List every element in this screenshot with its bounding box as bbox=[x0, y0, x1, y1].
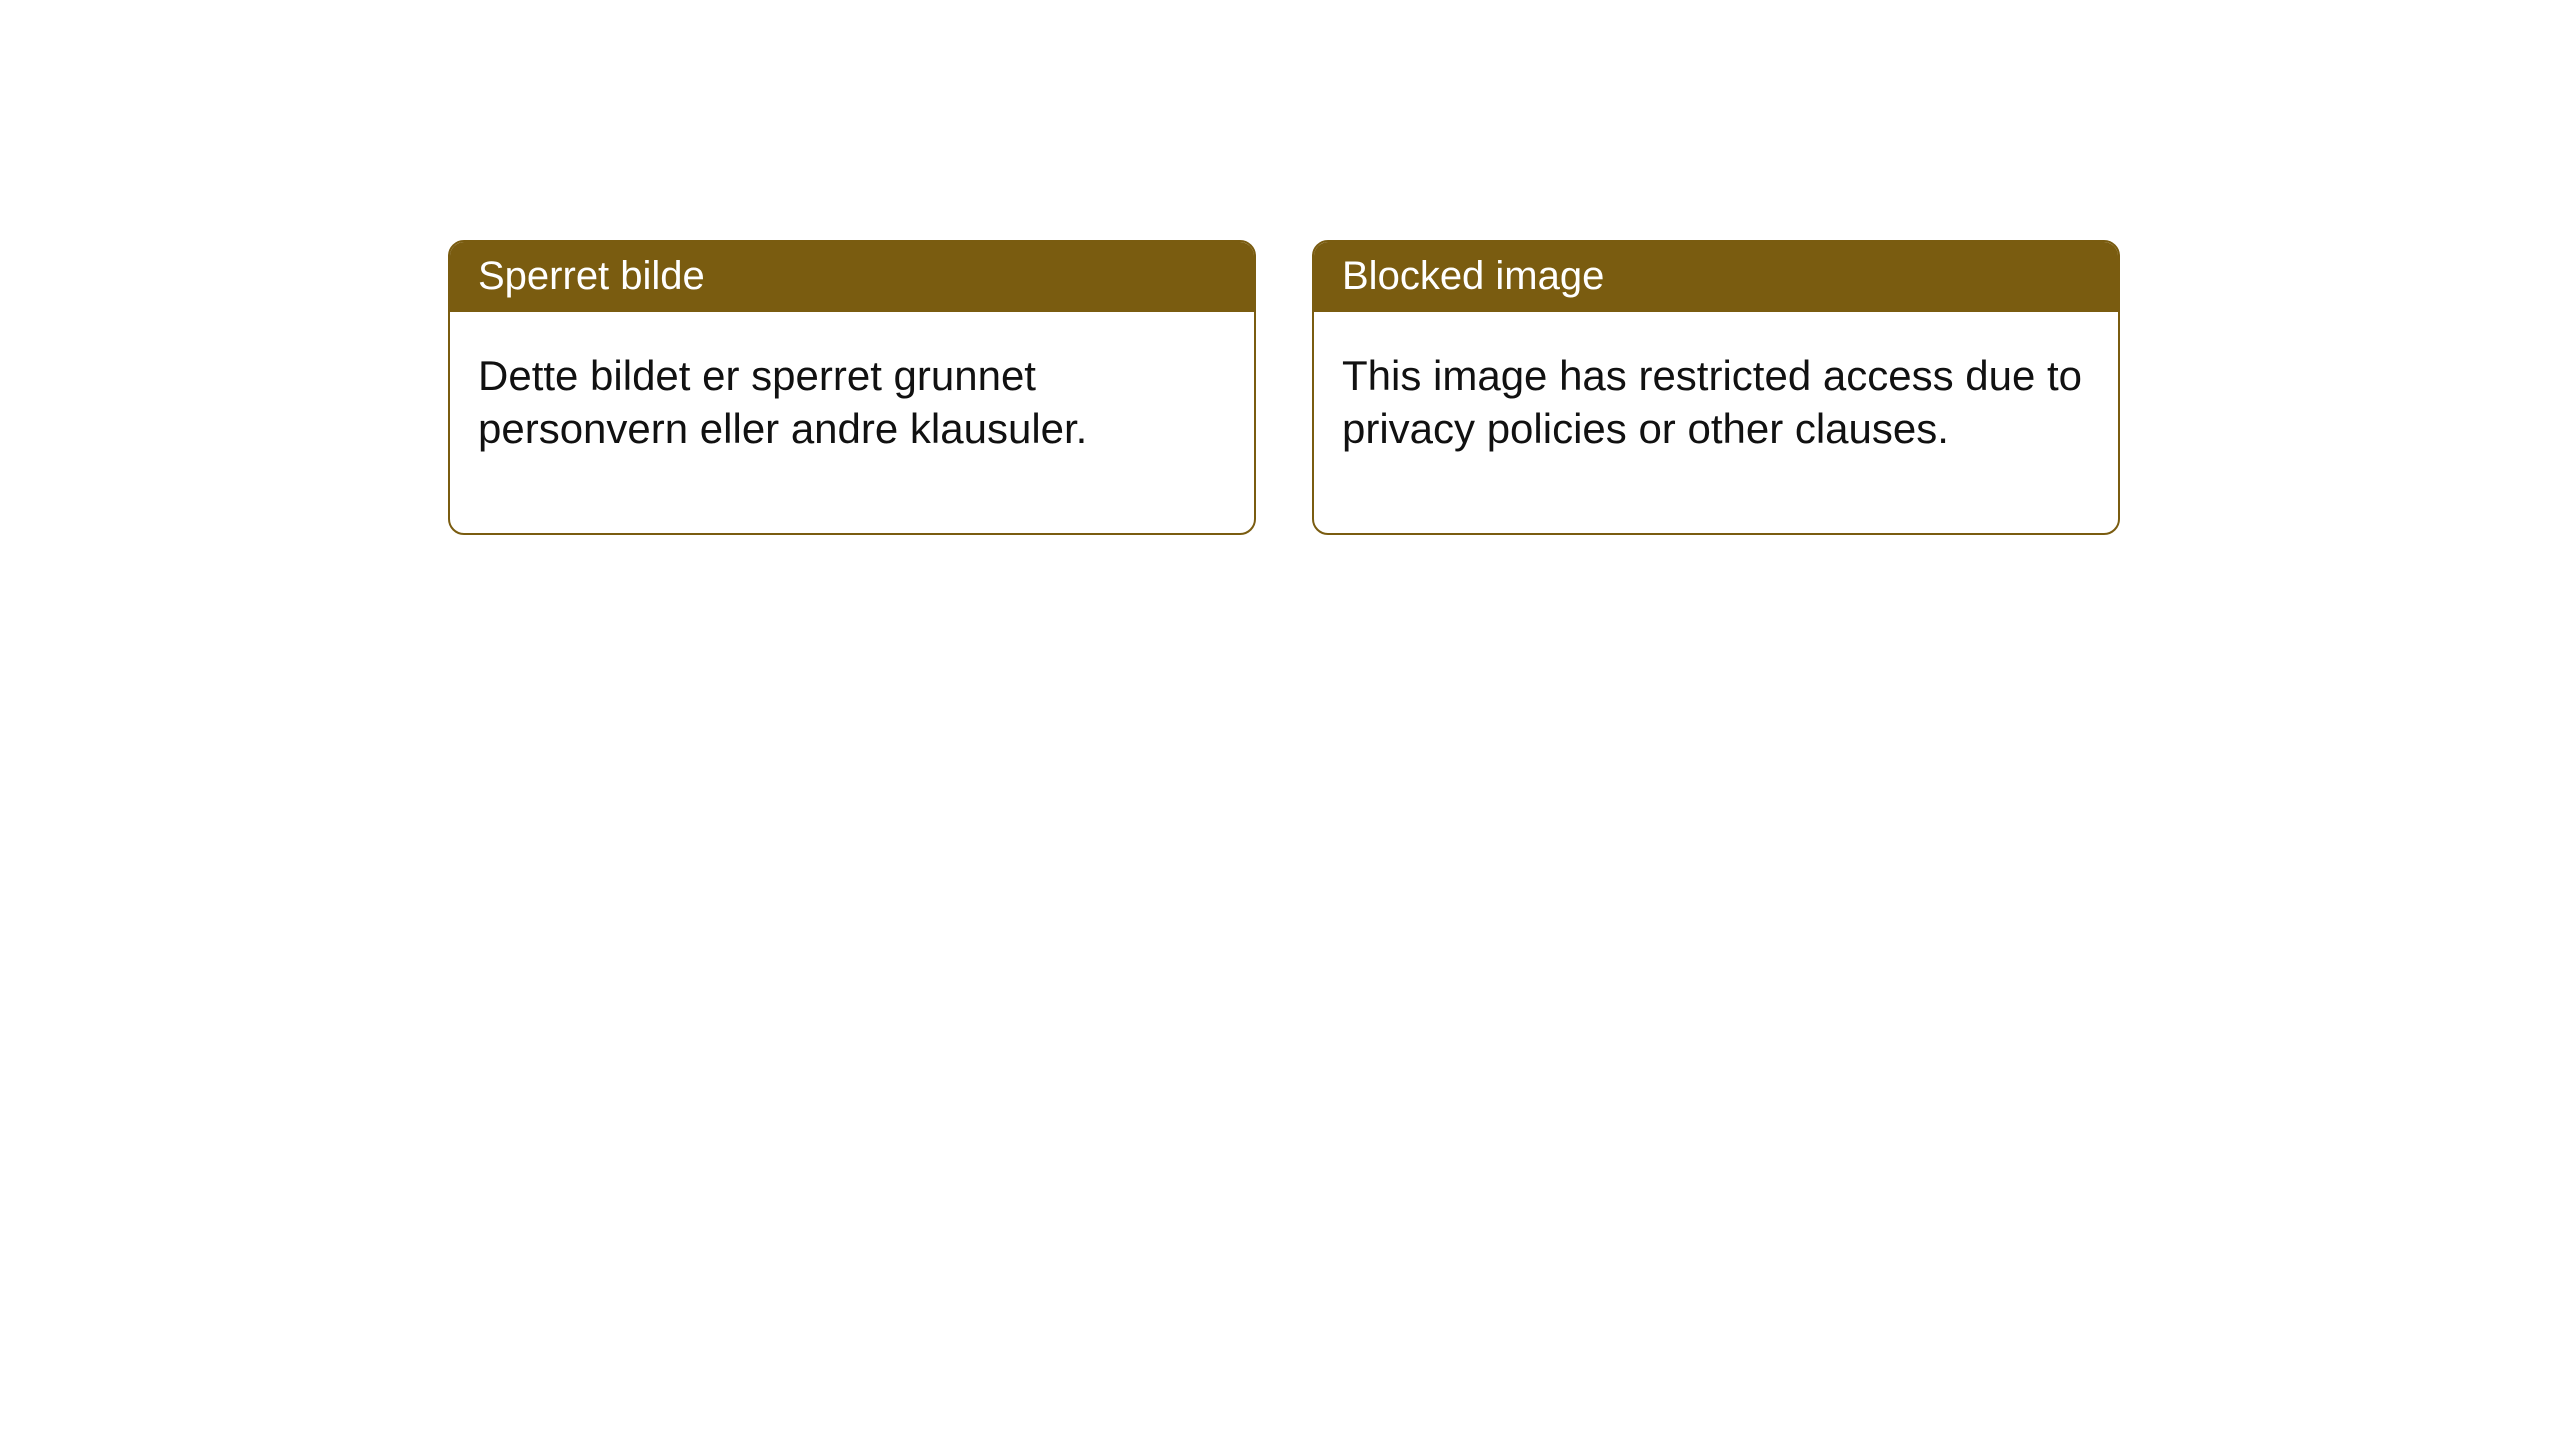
notice-title: Blocked image bbox=[1314, 242, 2118, 312]
notice-body: This image has restricted access due to … bbox=[1314, 312, 2118, 533]
notice-title: Sperret bilde bbox=[450, 242, 1254, 312]
notice-card-norwegian: Sperret bilde Dette bildet er sperret gr… bbox=[448, 240, 1256, 535]
notice-container: Sperret bilde Dette bildet er sperret gr… bbox=[0, 0, 2560, 535]
notice-card-english: Blocked image This image has restricted … bbox=[1312, 240, 2120, 535]
notice-body: Dette bildet er sperret grunnet personve… bbox=[450, 312, 1254, 533]
